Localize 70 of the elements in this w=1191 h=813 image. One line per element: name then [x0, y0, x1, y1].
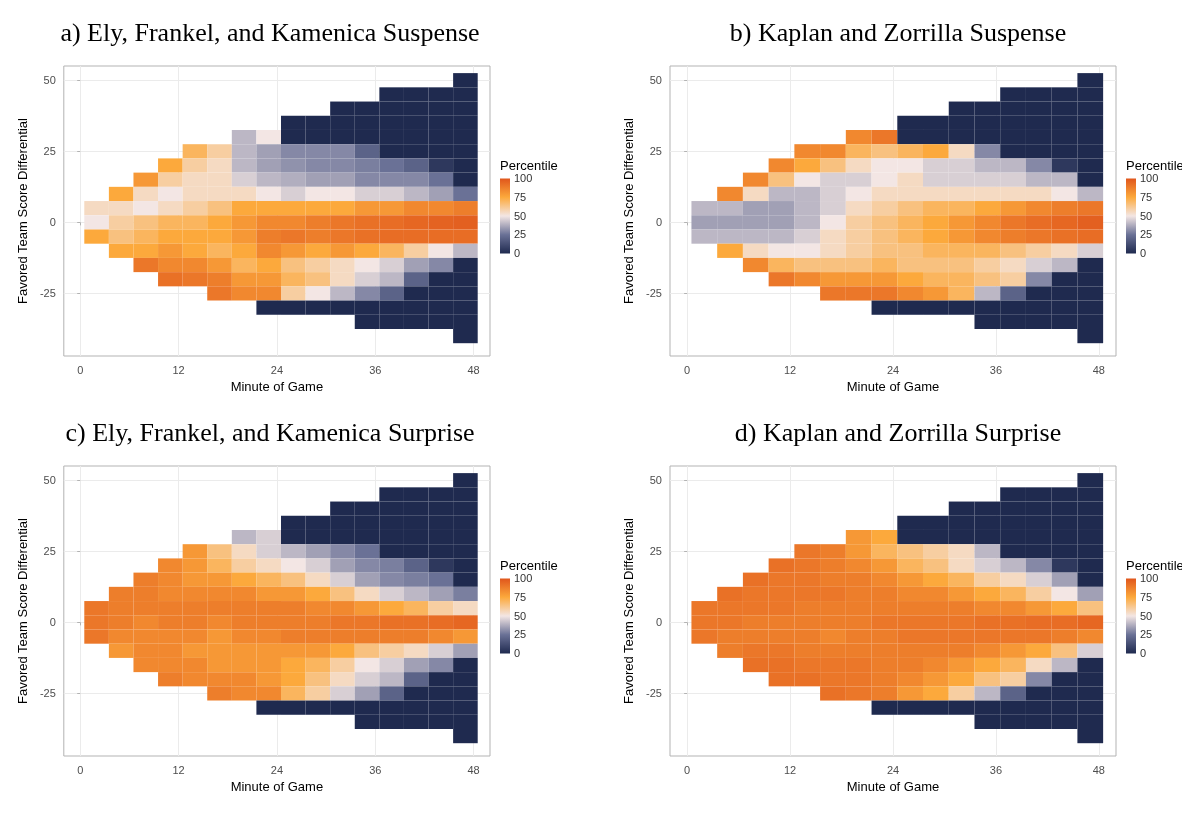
color-bar-label: 50: [514, 209, 527, 222]
color-bar-label: 25: [1140, 628, 1153, 641]
chart-title: b) Kaplan and Zorrilla Suspense: [729, 17, 1067, 47]
color-bar-label: 50: [514, 609, 527, 622]
x-axis-title: Minute of Game: [846, 779, 940, 794]
color-bar-label: 0: [1140, 247, 1147, 259]
y-tick-label: -25: [39, 687, 56, 700]
y-axis-title: Favored Team Score Differential: [621, 517, 637, 704]
y-tick-label: -25: [646, 287, 662, 300]
y-tick-label: -25: [646, 687, 662, 700]
x-tick-label: 0: [77, 363, 84, 376]
y-axis-title: Favored Team Score Differential: [15, 517, 30, 704]
x-tick-label: 36: [989, 763, 1003, 776]
x-tick-label: 48: [1092, 763, 1105, 776]
color-bar-label: 100: [1140, 572, 1159, 584]
x-tick-label: 36: [989, 363, 1003, 376]
x-axis-title: Minute of Game: [230, 379, 324, 394]
color-bar-label: 75: [1140, 190, 1153, 203]
color-bar-label: 75: [1140, 590, 1153, 603]
x-tick-label: 36: [369, 763, 382, 776]
x-tick-label: 48: [467, 763, 480, 776]
x-tick-label: 12: [783, 763, 797, 776]
y-tick-label: 50: [649, 74, 662, 87]
x-tick-label: 0: [684, 363, 691, 376]
x-tick-label: 0: [684, 763, 691, 776]
y-tick-label: 50: [43, 474, 56, 487]
color-bar-label: 50: [1140, 209, 1153, 222]
color-bar-label: 25: [1140, 228, 1153, 241]
x-tick-label: 24: [886, 763, 900, 776]
color-bar-label: 100: [514, 172, 533, 184]
chart-title: c) Ely, Frankel, and Kamenica Surprise: [65, 417, 475, 447]
x-axis-title: Minute of Game: [230, 779, 324, 794]
color-bar-label: 75: [514, 190, 527, 203]
y-axis-title: Favored Team Score Differential: [15, 117, 30, 304]
chart-title: d) Kaplan and Zorrilla Surprise: [734, 417, 1062, 447]
color-bar-title: Percentile: [500, 557, 558, 573]
x-tick-label: 36: [369, 363, 382, 376]
color-bar-label: 25: [514, 628, 527, 641]
y-tick-label: 0: [49, 216, 56, 229]
chart-title: a) Ely, Frankel, and Kamenica Suspense: [60, 17, 480, 47]
y-tick-label: 25: [649, 545, 662, 558]
y-tick-label: 25: [649, 145, 662, 158]
x-tick-label: 24: [270, 363, 284, 376]
x-tick-label: 12: [172, 363, 185, 376]
x-tick-label: 12: [783, 363, 797, 376]
color-bar-label: 0: [1140, 647, 1147, 659]
color-bar-label: 75: [514, 590, 527, 603]
x-tick-label: 0: [77, 763, 84, 776]
color-bar-label: 100: [514, 572, 533, 584]
color-bar-label: 0: [514, 247, 521, 259]
color-bar-title: Percentile: [500, 157, 558, 173]
y-tick-label: 50: [43, 74, 56, 87]
x-axis-title: Minute of Game: [846, 379, 940, 394]
y-tick-label: 0: [655, 616, 662, 629]
x-tick-label: 24: [886, 363, 900, 376]
y-tick-label: 0: [49, 616, 56, 629]
color-bar-label: 50: [1140, 609, 1153, 622]
color-bar-label: 0: [514, 647, 521, 659]
y-tick-label: 0: [655, 216, 662, 229]
x-tick-label: 48: [1092, 363, 1105, 376]
x-tick-label: 24: [270, 763, 284, 776]
color-bar-label: 100: [1140, 172, 1159, 184]
color-bar-label: 25: [514, 228, 527, 241]
y-tick-label: 25: [43, 545, 56, 558]
x-tick-label: 12: [172, 763, 185, 776]
y-axis-title: Favored Team Score Differential: [621, 117, 637, 304]
x-tick-label: 48: [467, 363, 480, 376]
y-tick-label: 50: [649, 474, 662, 487]
y-tick-label: -25: [39, 287, 56, 300]
y-tick-label: 25: [43, 145, 56, 158]
